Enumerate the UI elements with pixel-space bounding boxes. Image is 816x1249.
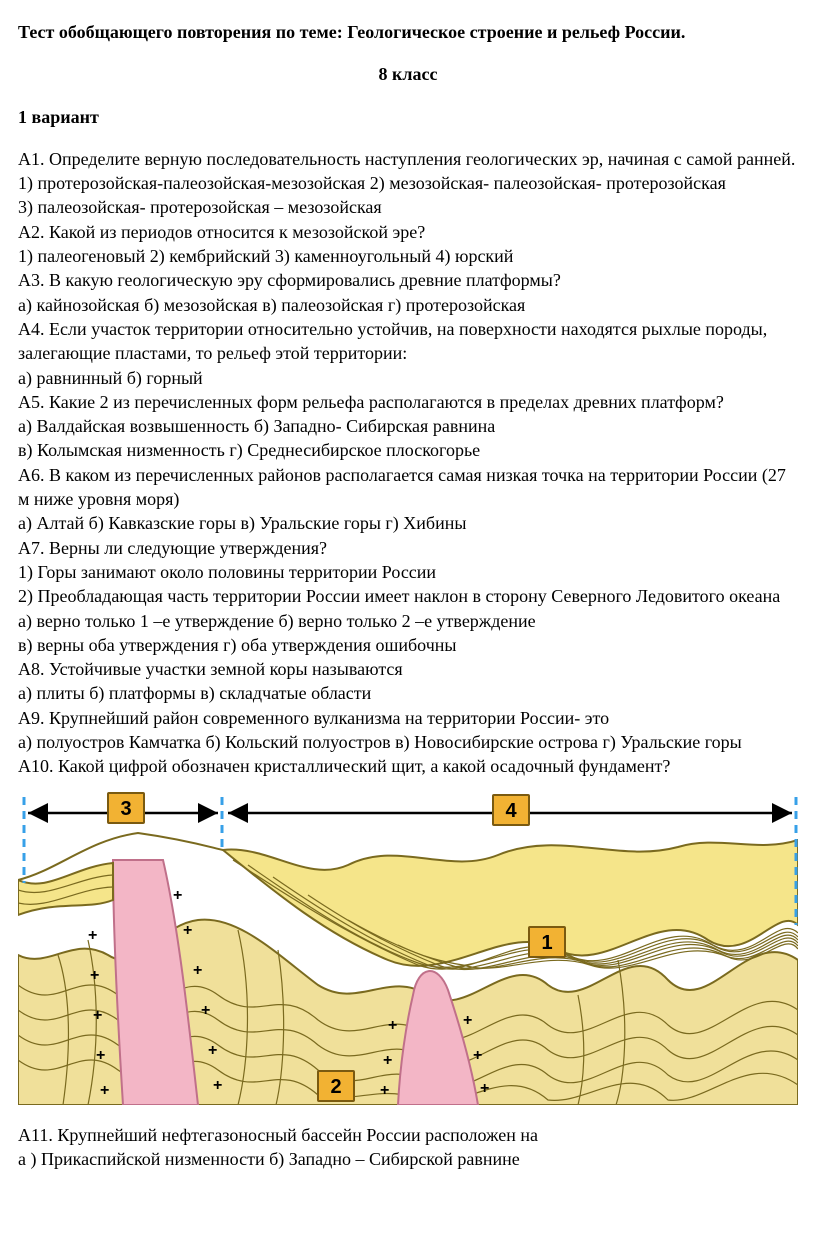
text-line: А3. В какую геологическую эру сформирова… bbox=[18, 268, 798, 292]
geological-diagram: ++ ++ ++ ++ ++ ++ ++ ++ ++ bbox=[18, 785, 798, 1105]
svg-text:+: + bbox=[480, 1080, 489, 1097]
svg-text:+: + bbox=[473, 1047, 482, 1064]
text-line: А7. Верны ли следующие утверждения? bbox=[18, 536, 798, 560]
svg-text:1: 1 bbox=[541, 932, 552, 954]
svg-text:+: + bbox=[96, 1047, 105, 1064]
text-line: а) плиты б) платформы в) складчатые обла… bbox=[18, 681, 798, 705]
text-line: А1. Определите верную последовательность… bbox=[18, 147, 798, 171]
svg-text:4: 4 bbox=[505, 800, 517, 822]
text-line: а ) Прикаспийской низменности б) Западно… bbox=[18, 1147, 798, 1171]
svg-text:+: + bbox=[193, 962, 202, 979]
svg-text:+: + bbox=[380, 1082, 389, 1099]
text-line: 1) протерозойская-палеозойская-мезозойск… bbox=[18, 171, 798, 195]
text-line: а) Валдайская возвышенность б) Западно- … bbox=[18, 414, 798, 438]
text-line: а) кайнозойская б) мезозойская в) палеоз… bbox=[18, 293, 798, 317]
svg-text:+: + bbox=[383, 1052, 392, 1069]
page-title: Тест обобщающего повторения по теме: Гео… bbox=[18, 20, 798, 44]
svg-text:+: + bbox=[183, 922, 192, 939]
svg-text:2: 2 bbox=[330, 1076, 341, 1098]
svg-text:+: + bbox=[213, 1077, 222, 1094]
svg-text:+: + bbox=[90, 967, 99, 984]
text-line: 3) палеозойская- протерозойская – мезозо… bbox=[18, 195, 798, 219]
svg-text:+: + bbox=[173, 887, 182, 904]
questions-block: А1. Определите верную последовательность… bbox=[18, 147, 798, 779]
svg-text:+: + bbox=[463, 1012, 472, 1029]
text-line: А5. Какие 2 из перечисленных форм рельеф… bbox=[18, 390, 798, 414]
svg-text:+: + bbox=[100, 1082, 109, 1099]
text-line: А6. В каком из перечисленных районов рас… bbox=[18, 463, 798, 512]
svg-text:+: + bbox=[93, 1007, 102, 1024]
text-line: а) Алтай б) Кавказские горы в) Уральские… bbox=[18, 511, 798, 535]
text-line: а) верно только 1 –е утверждение б) верн… bbox=[18, 609, 798, 633]
text-line: 2) Преобладающая часть территории России… bbox=[18, 584, 798, 608]
text-line: 1) Горы занимают около половины территор… bbox=[18, 560, 798, 584]
svg-text:+: + bbox=[88, 927, 97, 944]
text-line: в) верны оба утверждения г) оба утвержде… bbox=[18, 633, 798, 657]
svg-text:+: + bbox=[388, 1017, 397, 1034]
variant-label: 1 вариант bbox=[18, 105, 798, 129]
svg-text:+: + bbox=[201, 1002, 210, 1019]
text-line: а) полуостров Камчатка б) Кольский полуо… bbox=[18, 730, 798, 754]
text-line: а) равнинный б) горный bbox=[18, 366, 798, 390]
text-line: А8. Устойчивые участки земной коры назыв… bbox=[18, 657, 798, 681]
text-line: А10. Какой цифрой обозначен кристалличес… bbox=[18, 754, 798, 778]
svg-text:+: + bbox=[208, 1042, 217, 1059]
text-line: 1) палеогеновый 2) кембрийский 3) каменн… bbox=[18, 244, 798, 268]
text-line: А11. Крупнейший нефтегазоносный бассейн … bbox=[18, 1123, 798, 1147]
text-line: А9. Крупнейший район современного вулкан… bbox=[18, 706, 798, 730]
questions-block-after: А11. Крупнейший нефтегазоносный бассейн … bbox=[18, 1123, 798, 1172]
text-line: А4. Если участок территории относительно… bbox=[18, 317, 798, 366]
svg-text:3: 3 bbox=[120, 798, 131, 820]
text-line: А2. Какой из периодов относится к мезозо… bbox=[18, 220, 798, 244]
grade-label: 8 класс bbox=[18, 62, 798, 86]
text-line: в) Колымская низменность г) Среднесибирс… bbox=[18, 438, 798, 462]
